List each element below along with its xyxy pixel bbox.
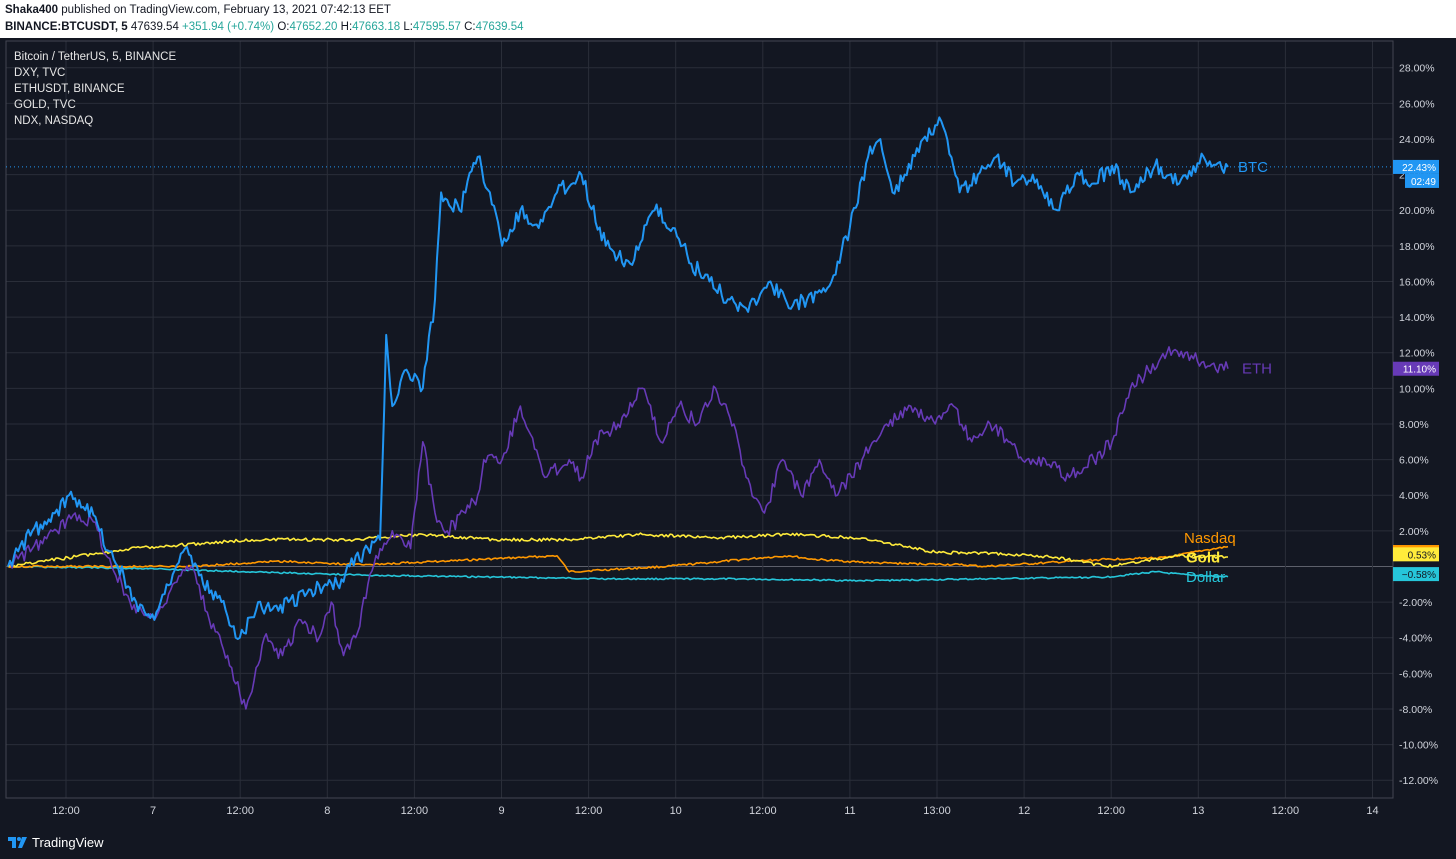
tradingview-logo-icon[interactable] xyxy=(8,835,28,849)
x-tick-label: 11 xyxy=(844,805,855,817)
series-line-btc[interactable] xyxy=(7,116,1229,640)
legend-item[interactable]: NDX, NASDAQ xyxy=(14,115,94,127)
x-tick-label: 8 xyxy=(324,805,330,817)
y-tick-label: 18.00% xyxy=(1399,241,1435,253)
countdown-badge xyxy=(1405,173,1439,188)
x-tick-label: 9 xyxy=(498,805,504,817)
y-tick-label: -10.00% xyxy=(1399,740,1438,752)
chart-header: Shaka400 published on TradingView.com, F… xyxy=(0,0,1456,38)
price-badge-text: 11.10% xyxy=(1403,365,1436,376)
y-tick-label: 28.00% xyxy=(1399,63,1435,75)
y-tick-label: -8.00% xyxy=(1399,704,1432,716)
x-tick-label: 12:00 xyxy=(1097,805,1125,817)
publish-text: published on TradingView.com, February 1… xyxy=(58,4,391,16)
series-name-label: BTC xyxy=(1238,159,1268,176)
brand-label[interactable]: TradingView xyxy=(32,835,104,850)
y-tick-label: 12.00% xyxy=(1399,348,1435,360)
footer: TradingView xyxy=(0,826,1456,859)
y-tick-label: -6.00% xyxy=(1399,668,1432,680)
low-value: 47595.57 xyxy=(412,21,461,33)
countdown-text: 02:49 xyxy=(1411,177,1436,188)
symbol-label[interactable]: BINANCE:BTCUSDT, 5 xyxy=(5,21,128,33)
x-tick-label: 13 xyxy=(1192,805,1204,817)
legend-item[interactable]: Bitcoin / TetherUS, 5, BINANCE xyxy=(14,51,177,63)
series-line-gold[interactable] xyxy=(7,532,1228,568)
price-badge xyxy=(1393,159,1439,174)
ohlc-line: BINANCE:BTCUSDT, 5 47639.54 +351.94 (+0.… xyxy=(5,21,524,33)
series-name-label: Dollar xyxy=(1186,569,1225,586)
last-price: 47639.54 xyxy=(130,21,179,33)
publish-info: Shaka400 published on TradingView.com, F… xyxy=(5,4,391,16)
chart-background xyxy=(0,38,1456,826)
price-badge-text: −0.58% xyxy=(1402,570,1436,581)
legend-item[interactable]: ETHUSDT, BINANCE xyxy=(14,83,125,95)
y-tick-label: 4.00% xyxy=(1399,490,1429,502)
x-tick-label: 14 xyxy=(1366,805,1378,817)
change-text: +351.94 (+0.74%) xyxy=(182,21,275,33)
comparison-chart[interactable]: 28.00%26.00%24.00%22.00%20.00%18.00%16.0… xyxy=(0,38,1456,826)
y-tick-label: 24.00% xyxy=(1399,134,1435,146)
y-tick-label: 14.00% xyxy=(1399,312,1435,324)
close-label: C: xyxy=(464,21,476,33)
low-label: L: xyxy=(403,21,413,33)
series-name-label: ETH xyxy=(1242,361,1272,378)
legend-item[interactable]: DXY, TVC xyxy=(14,67,66,79)
y-tick-label: 6.00% xyxy=(1399,455,1429,467)
price-badge xyxy=(1393,547,1439,562)
y-tick-label: -2.00% xyxy=(1399,597,1432,609)
author-name[interactable]: Shaka400 xyxy=(5,4,59,16)
series-line-nasdaq[interactable] xyxy=(7,545,1229,573)
x-tick-label: 7 xyxy=(150,805,156,817)
x-tick-label: 13:00 xyxy=(923,805,951,817)
y-tick-label: 10.00% xyxy=(1399,383,1435,395)
legend-item[interactable]: GOLD, TVC xyxy=(14,99,76,111)
x-tick-label: 12:00 xyxy=(52,805,80,817)
high-value: 47663.18 xyxy=(352,21,401,33)
series-line-dollar[interactable] xyxy=(7,565,1229,582)
close-value: 47639.54 xyxy=(475,21,524,33)
series-legend: Bitcoin / TetherUS, 5, BINANCE DXY, TVC … xyxy=(14,49,176,129)
price-badge-text: 22.43% xyxy=(1402,163,1436,174)
open-label: O: xyxy=(277,21,290,33)
x-tick-label: 12:00 xyxy=(401,805,429,817)
x-tick-label: 12:00 xyxy=(226,805,254,817)
x-tick-label: 12 xyxy=(1018,805,1030,817)
x-tick-label: 10 xyxy=(670,805,682,817)
plot-frame xyxy=(5,40,1394,799)
high-label: H: xyxy=(340,21,353,33)
open-value: 47652.20 xyxy=(289,21,338,33)
change-value: +351.94 (+0.74%) xyxy=(182,21,274,33)
y-tick-label: 26.00% xyxy=(1399,98,1435,110)
price-badge xyxy=(1393,567,1439,582)
price-badge-text: 0.53% xyxy=(1408,550,1436,561)
y-tick-label: 2.00% xyxy=(1399,526,1429,538)
price-badge xyxy=(1393,361,1439,376)
y-tick-label: -4.00% xyxy=(1399,633,1432,645)
x-tick-label: 12:00 xyxy=(1272,805,1300,817)
x-tick-label: 12:00 xyxy=(575,805,603,817)
x-tick-label: 12:00 xyxy=(749,805,777,817)
y-tick-label: 8.00% xyxy=(1399,419,1429,431)
series-line-eth[interactable] xyxy=(7,346,1229,710)
series-name-label: Nasdaq xyxy=(1184,530,1236,547)
y-tick-label: 16.00% xyxy=(1399,276,1435,288)
y-tick-label: -12.00% xyxy=(1399,775,1438,787)
series-name-label: Gold xyxy=(1186,550,1220,567)
y-tick-label: 20.00% xyxy=(1399,205,1435,217)
